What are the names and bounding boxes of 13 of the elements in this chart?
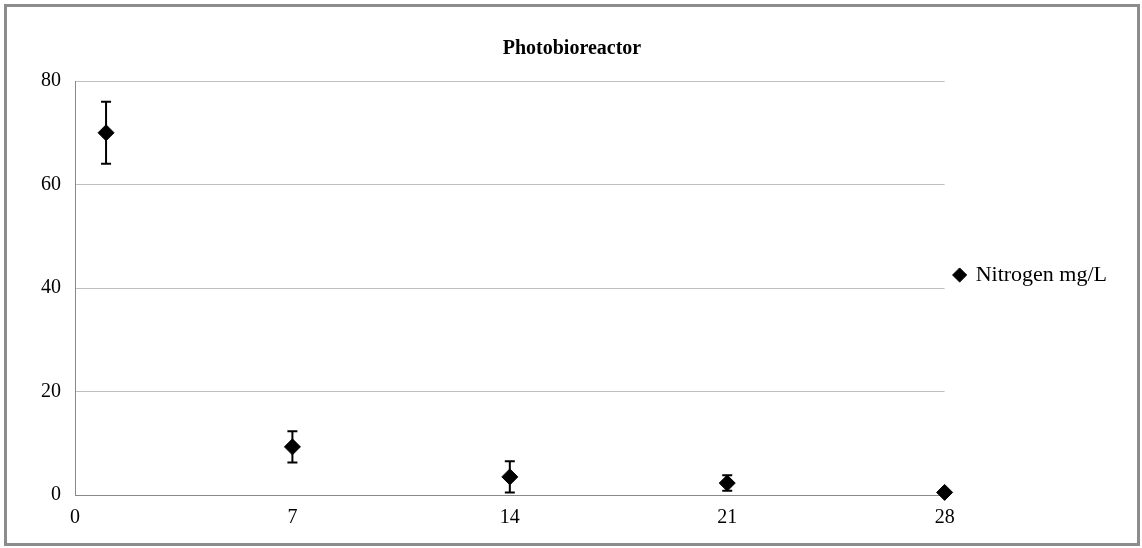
y-tick-label: 40 bbox=[41, 275, 61, 298]
legend-label: Nitrogen mg/L bbox=[975, 260, 1108, 286]
y-tick-label: 80 bbox=[41, 68, 61, 91]
x-tick-label: 0 bbox=[70, 505, 80, 528]
y-tick-label: 0 bbox=[51, 482, 61, 505]
x-tick-label: 28 bbox=[934, 505, 955, 528]
point bbox=[936, 483, 954, 501]
x-tick-label: 14 bbox=[499, 505, 520, 528]
chart-title: Photobioreactor bbox=[502, 36, 642, 59]
y-tick-label: 60 bbox=[41, 171, 61, 194]
x-tick-label: 7 bbox=[287, 505, 298, 528]
y-tick-label: 20 bbox=[41, 378, 61, 401]
x-tick-label: 21 bbox=[717, 505, 738, 528]
